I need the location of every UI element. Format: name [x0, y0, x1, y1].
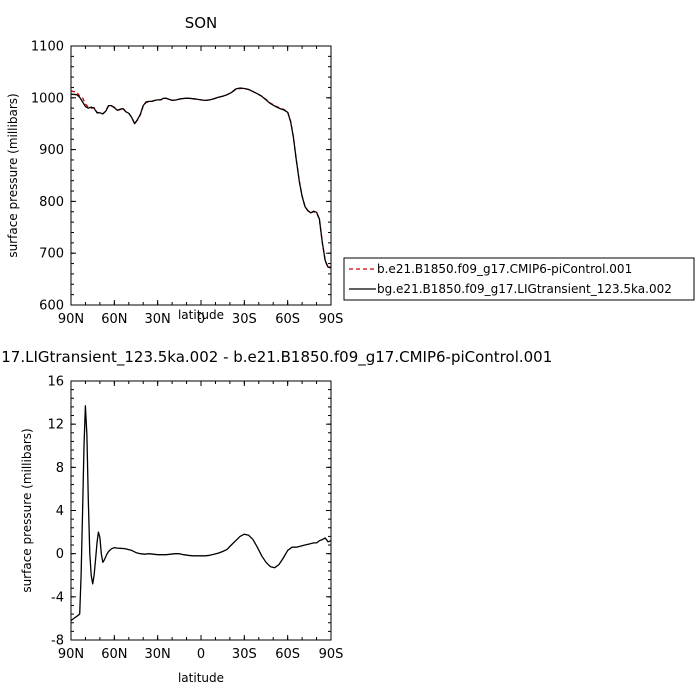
bottom-series-line-0	[70, 405, 332, 622]
bottom-x-tick-label: 30S	[232, 647, 257, 662]
top-series-line-0	[70, 87, 331, 269]
top-y-tick-label: 1100	[31, 40, 64, 55]
top-y-tick-label: 700	[39, 247, 64, 262]
bottom-x-tick-label: 90S	[319, 647, 344, 662]
legend-box	[343, 257, 695, 301]
bottom-panel: bg.e21.B1850.f09_g17.LIGtransient_123.5k…	[0, 348, 552, 685]
top-x-tick-label: 60S	[275, 312, 300, 327]
top-x-tick-label: 30N	[145, 312, 171, 327]
legend-label-LIGtransient: bg.e21.B1850.f09_g17.LIGtransient_123.5k…	[377, 282, 672, 296]
bottom-x-tick-label: 60N	[101, 647, 127, 662]
legend-item-piControl: b.e21.B1850.f09_g17.CMIP6-piControl.001	[349, 262, 632, 276]
top-y-tick-label: 900	[39, 143, 64, 158]
bottom-x-tick-label: 90N	[58, 647, 84, 662]
bottom-x-tick-label: 60S	[275, 647, 300, 662]
bottom-x-axis-label: latitude	[178, 671, 224, 685]
top-chart-title: SON	[185, 14, 218, 32]
bottom-y-tick-label: 8	[56, 461, 64, 476]
top-series-line-1	[70, 87, 331, 268]
bottom-plot-area: 90N 60N 30N 0 30S 60S 90S -8 -4 0 4 8 12 16	[47, 375, 343, 663]
top-x-tick-label: 0	[197, 312, 205, 327]
legend-label-piControl: b.e21.B1850.f09_g17.CMIP6-piControl.001	[377, 262, 632, 276]
bottom-y-tick-label: 0	[56, 547, 64, 562]
legend: b.e21.B1850.f09_g17.CMIP6-piControl.001 …	[343, 257, 695, 301]
bottom-y-axis-label: surface pressure (millibars)	[20, 428, 34, 592]
top-plot-area: 90N 60N 30N 0 30S 60S 90S 600 700 800 900 1000 1100	[31, 40, 343, 328]
bottom-chart-title: bg.e21.B1850.f09_g17.LIGtransient_123.5k…	[0, 348, 552, 367]
bottom-x-tick-label: 30N	[145, 647, 171, 662]
top-x-tick-label: 90S	[319, 312, 344, 327]
top-x-tick-label: 90N	[58, 312, 84, 327]
bottom-y-tick-label: -8	[51, 634, 64, 649]
bottom-x-tick-label: 0	[197, 647, 205, 662]
top-x-tick-label: 60N	[101, 312, 127, 327]
legend-item-LIGtransient: bg.e21.B1850.f09_g17.LIGtransient_123.5k…	[349, 282, 672, 296]
top-y-tick-label: 600	[39, 299, 64, 314]
bottom-y-tick-label: -4	[51, 590, 64, 605]
bottom-y-tick-label: 16	[47, 375, 64, 390]
top-y-tick-label: 1000	[31, 91, 64, 106]
bottom-y-tick-label: 12	[47, 418, 64, 433]
top-plot-frame	[70, 45, 332, 306]
top-x-axis-label: latitude	[178, 308, 224, 322]
bottom-y-tick-label: 4	[56, 504, 64, 519]
top-y-axis-label: surface pressure (millibars)	[6, 93, 20, 257]
top-panel: SON 90N 60N 30N 0 30S 60S 90S 600 700 800 900 1000 1…	[6, 14, 343, 327]
top-x-tick-label: 30S	[232, 312, 257, 327]
top-y-tick-label: 800	[39, 195, 64, 210]
bottom-plot-frame	[70, 380, 332, 641]
